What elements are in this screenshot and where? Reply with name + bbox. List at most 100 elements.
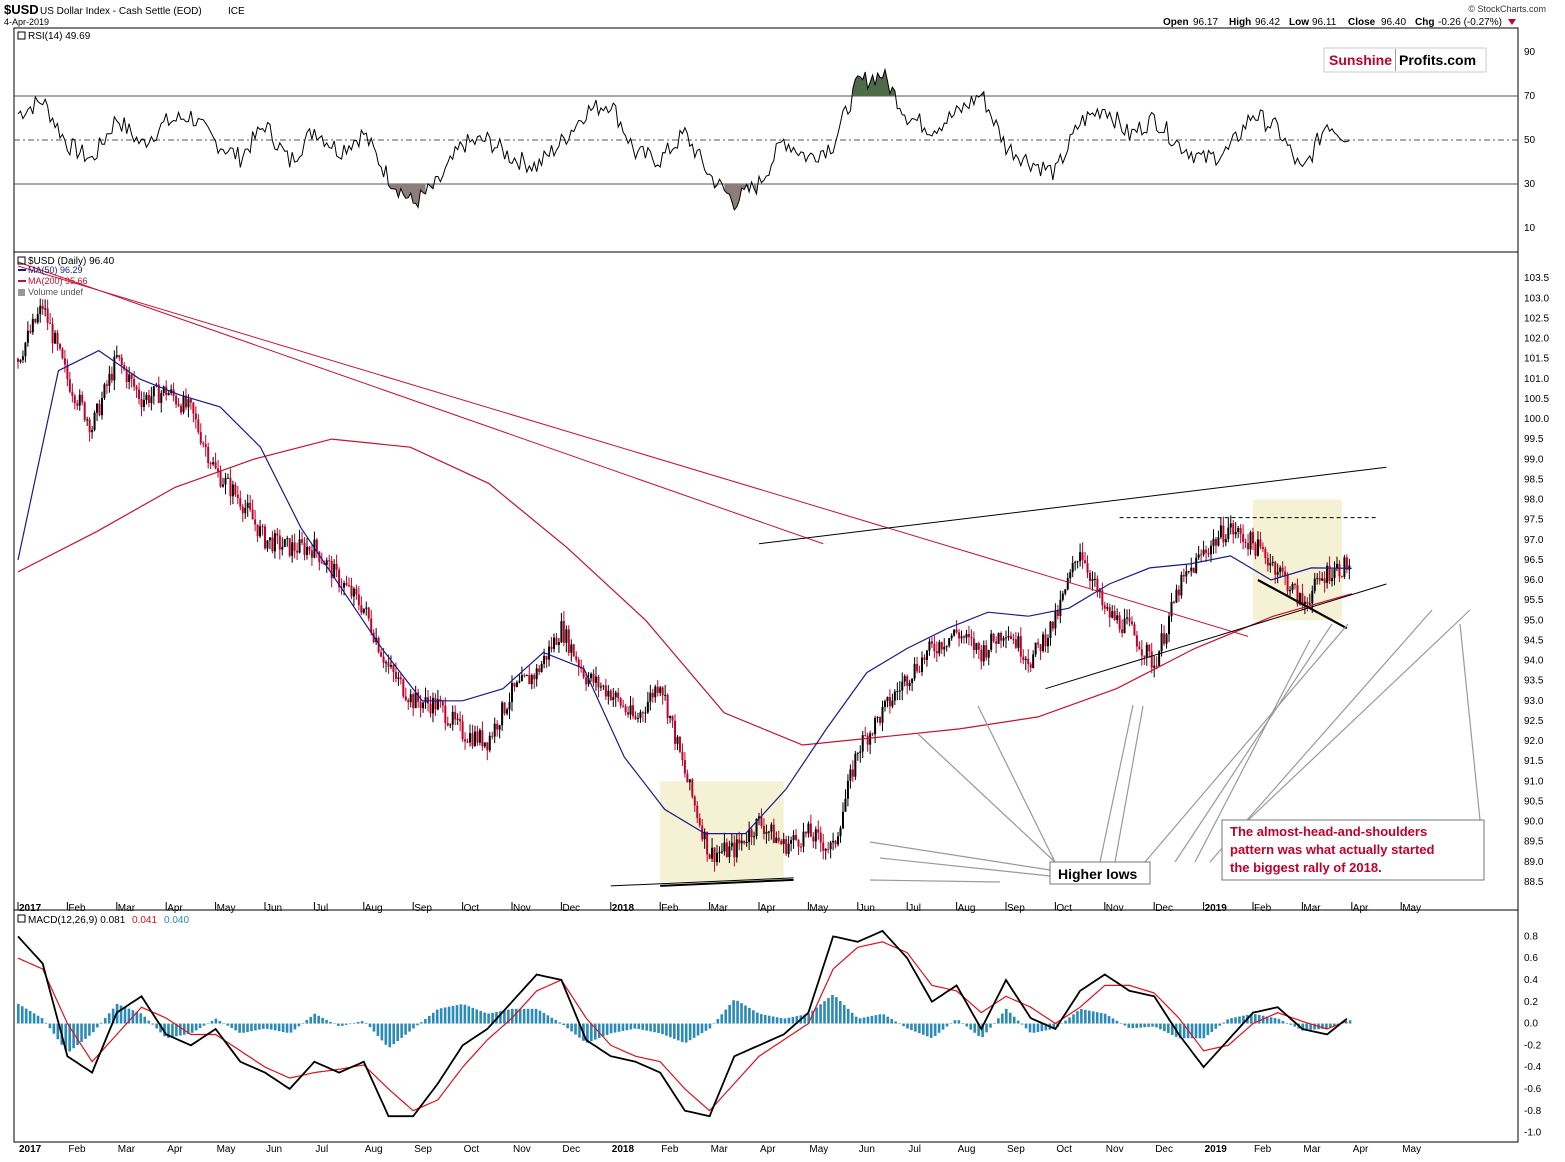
macd-hist-bar xyxy=(1190,1023,1194,1039)
price-bar-body xyxy=(797,839,800,847)
price-bar-body xyxy=(1303,601,1306,605)
price-bar-body xyxy=(202,443,205,445)
price-bar-body xyxy=(1284,571,1287,576)
macd-hist-bar xyxy=(854,1016,858,1024)
macd-hist-bar xyxy=(1135,1023,1139,1028)
macd-hist-bar xyxy=(352,1022,356,1024)
macd-hist-bar xyxy=(1309,1023,1312,1030)
macd-hist-bar xyxy=(1107,1016,1111,1024)
price-bar-body xyxy=(1266,558,1269,566)
price-bar-body xyxy=(1121,629,1124,634)
macd-hist-bar xyxy=(1091,1011,1095,1024)
price-bar-body xyxy=(44,308,47,310)
price-bar-body xyxy=(128,374,131,382)
price-bar-body xyxy=(565,629,568,643)
price-bar-body xyxy=(503,702,506,714)
price-bar-body xyxy=(1118,615,1121,630)
macd-hist-bar xyxy=(483,1012,486,1024)
hs-note-box xyxy=(1221,819,1485,881)
price-y-tick: 95.0 xyxy=(1524,615,1544,626)
macd-hist-bar xyxy=(360,1021,364,1024)
price-bar-body xyxy=(382,656,385,663)
price-bar-body xyxy=(61,348,64,359)
price-bar-body xyxy=(1301,593,1304,605)
price-bar-body xyxy=(486,742,489,751)
macd-y-tick: 0.2 xyxy=(1524,997,1538,1008)
price-bar-body xyxy=(1182,574,1185,577)
price-bar-body xyxy=(1153,665,1156,668)
price-bar-body xyxy=(935,651,938,654)
rsi-y-tick: 30 xyxy=(1524,179,1536,190)
macd-hist-bar xyxy=(175,1023,178,1037)
price-bar-body xyxy=(666,694,669,718)
price-bar-body xyxy=(740,840,743,844)
rsi-y-tick: 90 xyxy=(1524,47,1536,58)
macd-x-tick: 2019 xyxy=(1205,1144,1228,1155)
price-bar-body xyxy=(1328,565,1331,582)
price-bar-body xyxy=(770,824,773,832)
price-bar-body xyxy=(276,533,279,536)
price-bar-body xyxy=(162,386,165,394)
higher-lows-box xyxy=(1049,861,1151,885)
price-bar-body xyxy=(501,702,504,726)
price-bar-body xyxy=(308,546,311,551)
macd-x-tick: Feb xyxy=(661,1144,679,1155)
price-bar-body xyxy=(1098,590,1101,593)
price-x-tick: Mar xyxy=(711,903,729,914)
macd-hist-bar xyxy=(285,1023,289,1033)
macd-hist-bar xyxy=(657,1023,660,1033)
price-bar-body xyxy=(777,837,780,841)
price-bar-body xyxy=(1029,664,1032,668)
price-bar-body xyxy=(879,717,882,723)
price-bar-body xyxy=(234,484,237,495)
logo-frame xyxy=(1323,47,1487,73)
macd-hist-bar xyxy=(744,1005,747,1024)
price-bar-body xyxy=(478,730,481,743)
macd-hist-bar xyxy=(52,1023,56,1034)
price-y-tick: 100.0 xyxy=(1524,414,1549,425)
macd-hist-bar xyxy=(759,1014,763,1024)
price-bar-body xyxy=(1140,649,1143,656)
price-bar-body xyxy=(26,330,29,343)
price-bar-body xyxy=(1224,539,1227,543)
macd-hist-bar xyxy=(562,1023,565,1026)
price-bar-body xyxy=(1185,571,1188,577)
header-credit: © StockCharts.com xyxy=(1468,4,1546,14)
macd-hist-bar xyxy=(1325,1023,1328,1029)
macd-x-tick: Aug xyxy=(365,1144,383,1155)
price-bar-body xyxy=(360,605,363,613)
price-y-tick: 93.0 xyxy=(1524,696,1544,707)
price-bar-body xyxy=(288,538,291,556)
macd-hist-bar xyxy=(222,1023,226,1024)
price-x-tick: May xyxy=(809,903,828,914)
price-bar-body xyxy=(725,842,728,858)
macd-hist-bar xyxy=(756,1012,759,1024)
price-bar-body xyxy=(728,846,731,858)
price-bar-body xyxy=(310,550,313,558)
price-bar-body xyxy=(296,550,299,553)
trendline xyxy=(17,261,824,545)
price-bar-body xyxy=(911,678,914,683)
price-y-tick: 89.5 xyxy=(1524,837,1544,848)
price-bar-body xyxy=(703,831,706,840)
macd-hist-bar xyxy=(1044,1023,1048,1031)
price-bar-body xyxy=(750,829,753,838)
price-bar-body xyxy=(678,736,681,752)
quote-close-label: Close xyxy=(1348,17,1376,28)
macd-hist-bar xyxy=(321,1017,324,1024)
price-bar-body xyxy=(219,471,222,487)
price-bar-body xyxy=(1138,646,1141,650)
price-bar-body xyxy=(745,842,748,844)
price-bar-body xyxy=(325,560,328,565)
trendline xyxy=(1045,583,1387,690)
hs-note-line1: The almost-head-and-shoulders xyxy=(1230,824,1427,839)
price-bar-body xyxy=(876,717,879,719)
price-bar-body xyxy=(960,636,963,639)
price-bar-body xyxy=(548,646,551,660)
macd-hist-bar xyxy=(1285,1022,1289,1024)
macd-x-tick: Nov xyxy=(1106,1144,1124,1155)
macd-hist-bar xyxy=(1273,1018,1277,1024)
macd-hist-bar xyxy=(210,1020,214,1024)
price-bar-body xyxy=(592,673,595,683)
macd-hist-bar xyxy=(692,1023,696,1038)
